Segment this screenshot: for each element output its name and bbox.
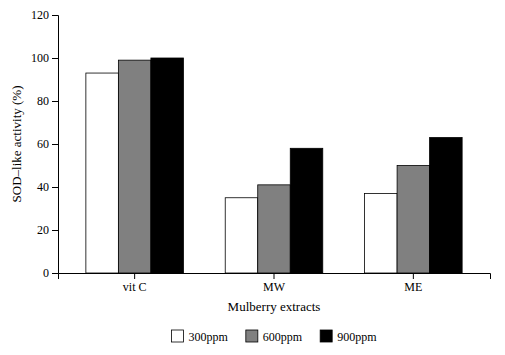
bar-series: [151, 58, 462, 273]
bar: [397, 166, 430, 274]
axis-line: [59, 274, 491, 280]
legend: 300ppm 600ppm 900ppm: [171, 330, 377, 344]
tick: 120: [31, 8, 58, 22]
legend-swatch: [246, 330, 258, 342]
tick-label: 80: [37, 94, 49, 108]
tick-label: 40: [37, 180, 49, 194]
tick-mark: [413, 273, 414, 279]
tick-label: 120: [31, 8, 49, 22]
bar: [118, 60, 151, 273]
axis-line: [52, 16, 59, 274]
bar: [151, 58, 184, 273]
tick: 20: [37, 223, 58, 237]
tick: vit C: [123, 273, 147, 294]
tick-label: 60: [37, 137, 49, 151]
tick-label: 100: [31, 51, 49, 65]
legend-label: 600ppm: [263, 330, 303, 344]
bar: [258, 185, 291, 273]
tick-mark: [52, 187, 58, 188]
x-axis: vit C MW ME: [59, 273, 491, 294]
legend-swatch: [171, 330, 183, 342]
tick: ME: [404, 273, 422, 294]
tick-mark: [52, 101, 58, 102]
tick-mark: [274, 273, 275, 279]
tick-mark: [52, 273, 58, 274]
tick-mark: [134, 273, 135, 279]
bar: [86, 73, 119, 273]
tick-mark: [52, 58, 58, 59]
legend-item: 600ppm: [246, 330, 303, 344]
tick-label: ME: [404, 280, 422, 294]
bar: [430, 138, 463, 273]
chart: 0 20 40 60 80 100 120 vit C MW ME Mulberry extract…: [0, 0, 505, 355]
tick: 60: [37, 137, 58, 151]
plot-area: 0 20 40 60 80 100 120 vit C MW ME: [31, 8, 491, 293]
tick: MW: [263, 273, 286, 294]
y-axis-title: SOD–like activity (%): [9, 86, 24, 203]
legend-label: 900ppm: [337, 330, 377, 344]
bar: [290, 148, 323, 273]
tick-label: 0: [43, 266, 49, 280]
legend-item: 300ppm: [171, 330, 228, 344]
bars: [86, 58, 462, 273]
chart-container: 0 20 40 60 80 100 120 vit C MW ME Mulberry extract…: [0, 0, 505, 355]
tick-label: 20: [37, 223, 49, 237]
tick-label: vit C: [123, 280, 147, 294]
legend-label: 300ppm: [188, 330, 228, 344]
tick-mark: [52, 144, 58, 145]
bar: [225, 198, 258, 273]
legend-item: 900ppm: [320, 330, 377, 344]
tick: 0: [43, 266, 58, 280]
tick: 40: [37, 180, 58, 194]
x-axis-title: Mulberry extracts: [228, 299, 321, 314]
tick-label: MW: [263, 280, 286, 294]
tick-mark: [52, 15, 58, 16]
y-axis: 0 20 40 60 80 100 120: [31, 8, 59, 280]
tick: 100: [31, 51, 58, 65]
tick-mark: [52, 230, 58, 231]
bar: [365, 193, 398, 273]
legend-swatch: [320, 330, 332, 342]
tick: 80: [37, 94, 58, 108]
